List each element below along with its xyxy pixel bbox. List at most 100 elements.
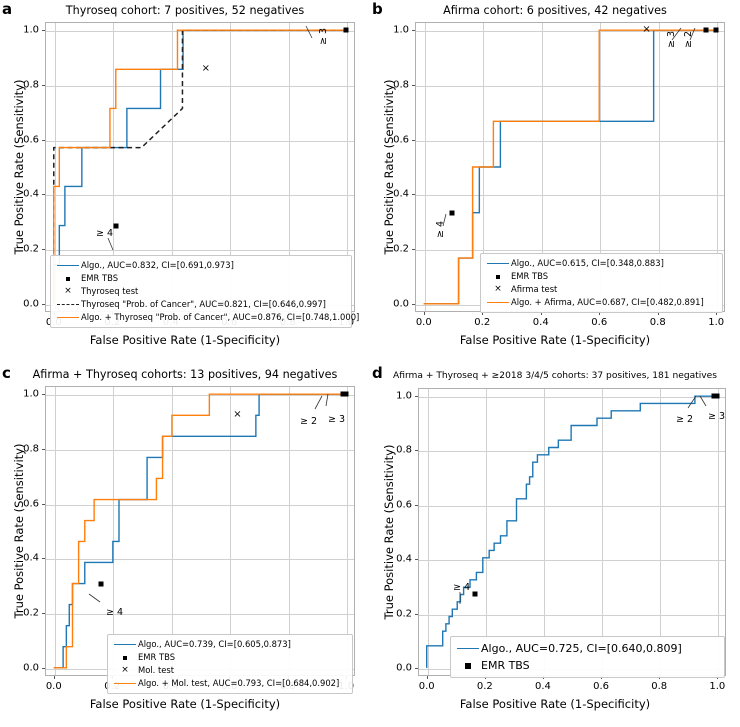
panel-c: c Afirma + Thyroseq cohorts: 13 positive… [0, 364, 370, 727]
gridline-horizontal [416, 31, 724, 33]
tick-y [415, 396, 418, 398]
gridline-horizontal [46, 449, 354, 451]
gridline-horizontal [46, 504, 354, 506]
threshold-annotation: ≥ 3 [708, 411, 726, 422]
tick-label-y: 1.0 [23, 24, 39, 36]
gridline-vertical [347, 387, 349, 675]
tick-label-y: 0.4 [23, 188, 39, 200]
legend-label: Thyroseq test [81, 286, 139, 296]
panel-a-title: Thyroseq cohort: 7 positives, 52 negativ… [65, 4, 305, 17]
tick-y [415, 559, 418, 561]
tick-label-x: 0.0 [415, 317, 432, 328]
axis-label-x: False Positive Rate (1-Specificity) [459, 333, 651, 347]
gridline-horizontal [416, 250, 724, 252]
gridline-vertical [717, 23, 719, 311]
tick-label-x: 1.0 [708, 317, 725, 328]
legend-square-swatch [496, 274, 500, 279]
tick-y [42, 503, 45, 505]
emr-tbs-marker [711, 393, 717, 399]
tick-label-y: 1.0 [393, 24, 409, 36]
legend-item: Thyroseq "Prob. of Cancer", AUC=0.821, C… [55, 298, 346, 311]
legend-item: × Mol. test [112, 664, 347, 677]
gridline-vertical [541, 23, 543, 311]
tick-label-y: 0.4 [396, 553, 412, 565]
tick-label-y: 1.0 [396, 390, 412, 402]
tick-label-x: 0.8 [649, 317, 666, 328]
annotation-arrow [88, 593, 101, 603]
annotation-arrow [699, 395, 707, 407]
gridline-vertical [424, 23, 426, 311]
tick-label-y: 0.2 [23, 243, 39, 255]
gridline-vertical [230, 387, 232, 675]
tick-y [412, 139, 415, 141]
tick-label-y: 1.0 [23, 388, 39, 400]
emr-tbs-marker [449, 210, 455, 216]
tick-y [412, 249, 415, 251]
threshold-annotation: ≥ 2 [683, 30, 694, 48]
legend-line-swatch [487, 263, 509, 264]
gridline-horizontal [419, 451, 725, 453]
emr-tbs-marker [714, 393, 720, 399]
annotation-arrow [325, 393, 329, 407]
tick-label-y: 0.4 [393, 188, 409, 200]
legend-cross-swatch: × [494, 284, 502, 294]
roc-curve [53, 393, 347, 669]
axis-label-x: False Positive Rate (1-Specificity) [459, 697, 651, 711]
molecular-test-marker: × [642, 24, 651, 36]
annotation-arrow [314, 395, 323, 410]
gridline-vertical [230, 23, 232, 311]
legend-dashed-swatch [57, 304, 79, 305]
gridline-vertical [543, 389, 545, 675]
legend-label: EMR TBS [511, 271, 549, 281]
tick-y [412, 30, 415, 32]
tick-y [42, 558, 45, 560]
gridline-vertical [660, 389, 662, 675]
emr-tbs-marker [113, 223, 119, 229]
gridline-vertical [602, 389, 604, 675]
gridline-vertical [54, 23, 56, 311]
panel-d: d Afirma + Thyroseq + ≥2018 3/4/5 cohort… [370, 364, 740, 727]
tick-label-y: 0.8 [23, 79, 39, 91]
roc-curve [53, 393, 347, 669]
threshold-annotation: ≥ 2 [300, 416, 318, 427]
panel-c-letter: c [2, 364, 11, 382]
legend-line-icon [112, 677, 138, 690]
legend-label: EMR TBS [138, 652, 176, 662]
gridline-horizontal [46, 85, 354, 87]
tick-label-x: 0.6 [593, 681, 609, 692]
legend-label: Algo., AUC=0.725, CI=[0.640,0.809] [481, 642, 682, 655]
tick-x [540, 312, 542, 315]
legend-label: EMR TBS [81, 273, 119, 283]
legend-line-swatch [114, 683, 136, 684]
emr-tbs-marker [713, 27, 719, 33]
legend-item: Algo., AUC=0.615, CI=[0.348,0.883] [485, 257, 717, 270]
panel-a-letter: a [2, 0, 13, 18]
legend-item: Algo. + Afirma, AUC=0.687, CI=[0.482,0.8… [485, 296, 717, 309]
tick-label-x: 0.0 [418, 681, 435, 692]
annotation-arrow [442, 213, 447, 227]
tick-y [42, 30, 45, 32]
roc-curves-c [53, 393, 347, 669]
gridline-vertical [171, 23, 173, 311]
roc-curves-a [53, 25, 347, 304]
tick-label-y: 0.8 [23, 443, 39, 455]
gridline-vertical [113, 387, 115, 675]
legend-label: Algo., AUC=0.739, CI=[0.605,0.873] [138, 639, 291, 649]
legend-label: Algo., AUC=0.832, CI=[0.691,0.973] [81, 260, 234, 270]
gridline-vertical [600, 23, 602, 311]
legend-item: × Afirma test [485, 283, 717, 296]
legend-cross-icon: × [485, 283, 511, 296]
annotation-arrow [107, 237, 114, 251]
gridline-horizontal [416, 195, 724, 197]
legend-a: Algo., AUC=0.832, CI=[0.691,0.973] EMR TB… [50, 255, 359, 328]
tick-y [42, 194, 45, 196]
gridline-horizontal [419, 397, 725, 399]
panel-b-letter: b [372, 0, 383, 18]
axis-label-x: False Positive Rate (1-Specificity) [89, 697, 281, 711]
legend-line-swatch [57, 317, 79, 318]
legend-cross-swatch: × [64, 286, 72, 296]
threshold-annotation: ≥ 2 [676, 414, 694, 425]
roc-curve [423, 29, 717, 305]
tick-label-y: 0.6 [23, 134, 39, 146]
gridline-vertical [485, 389, 487, 675]
